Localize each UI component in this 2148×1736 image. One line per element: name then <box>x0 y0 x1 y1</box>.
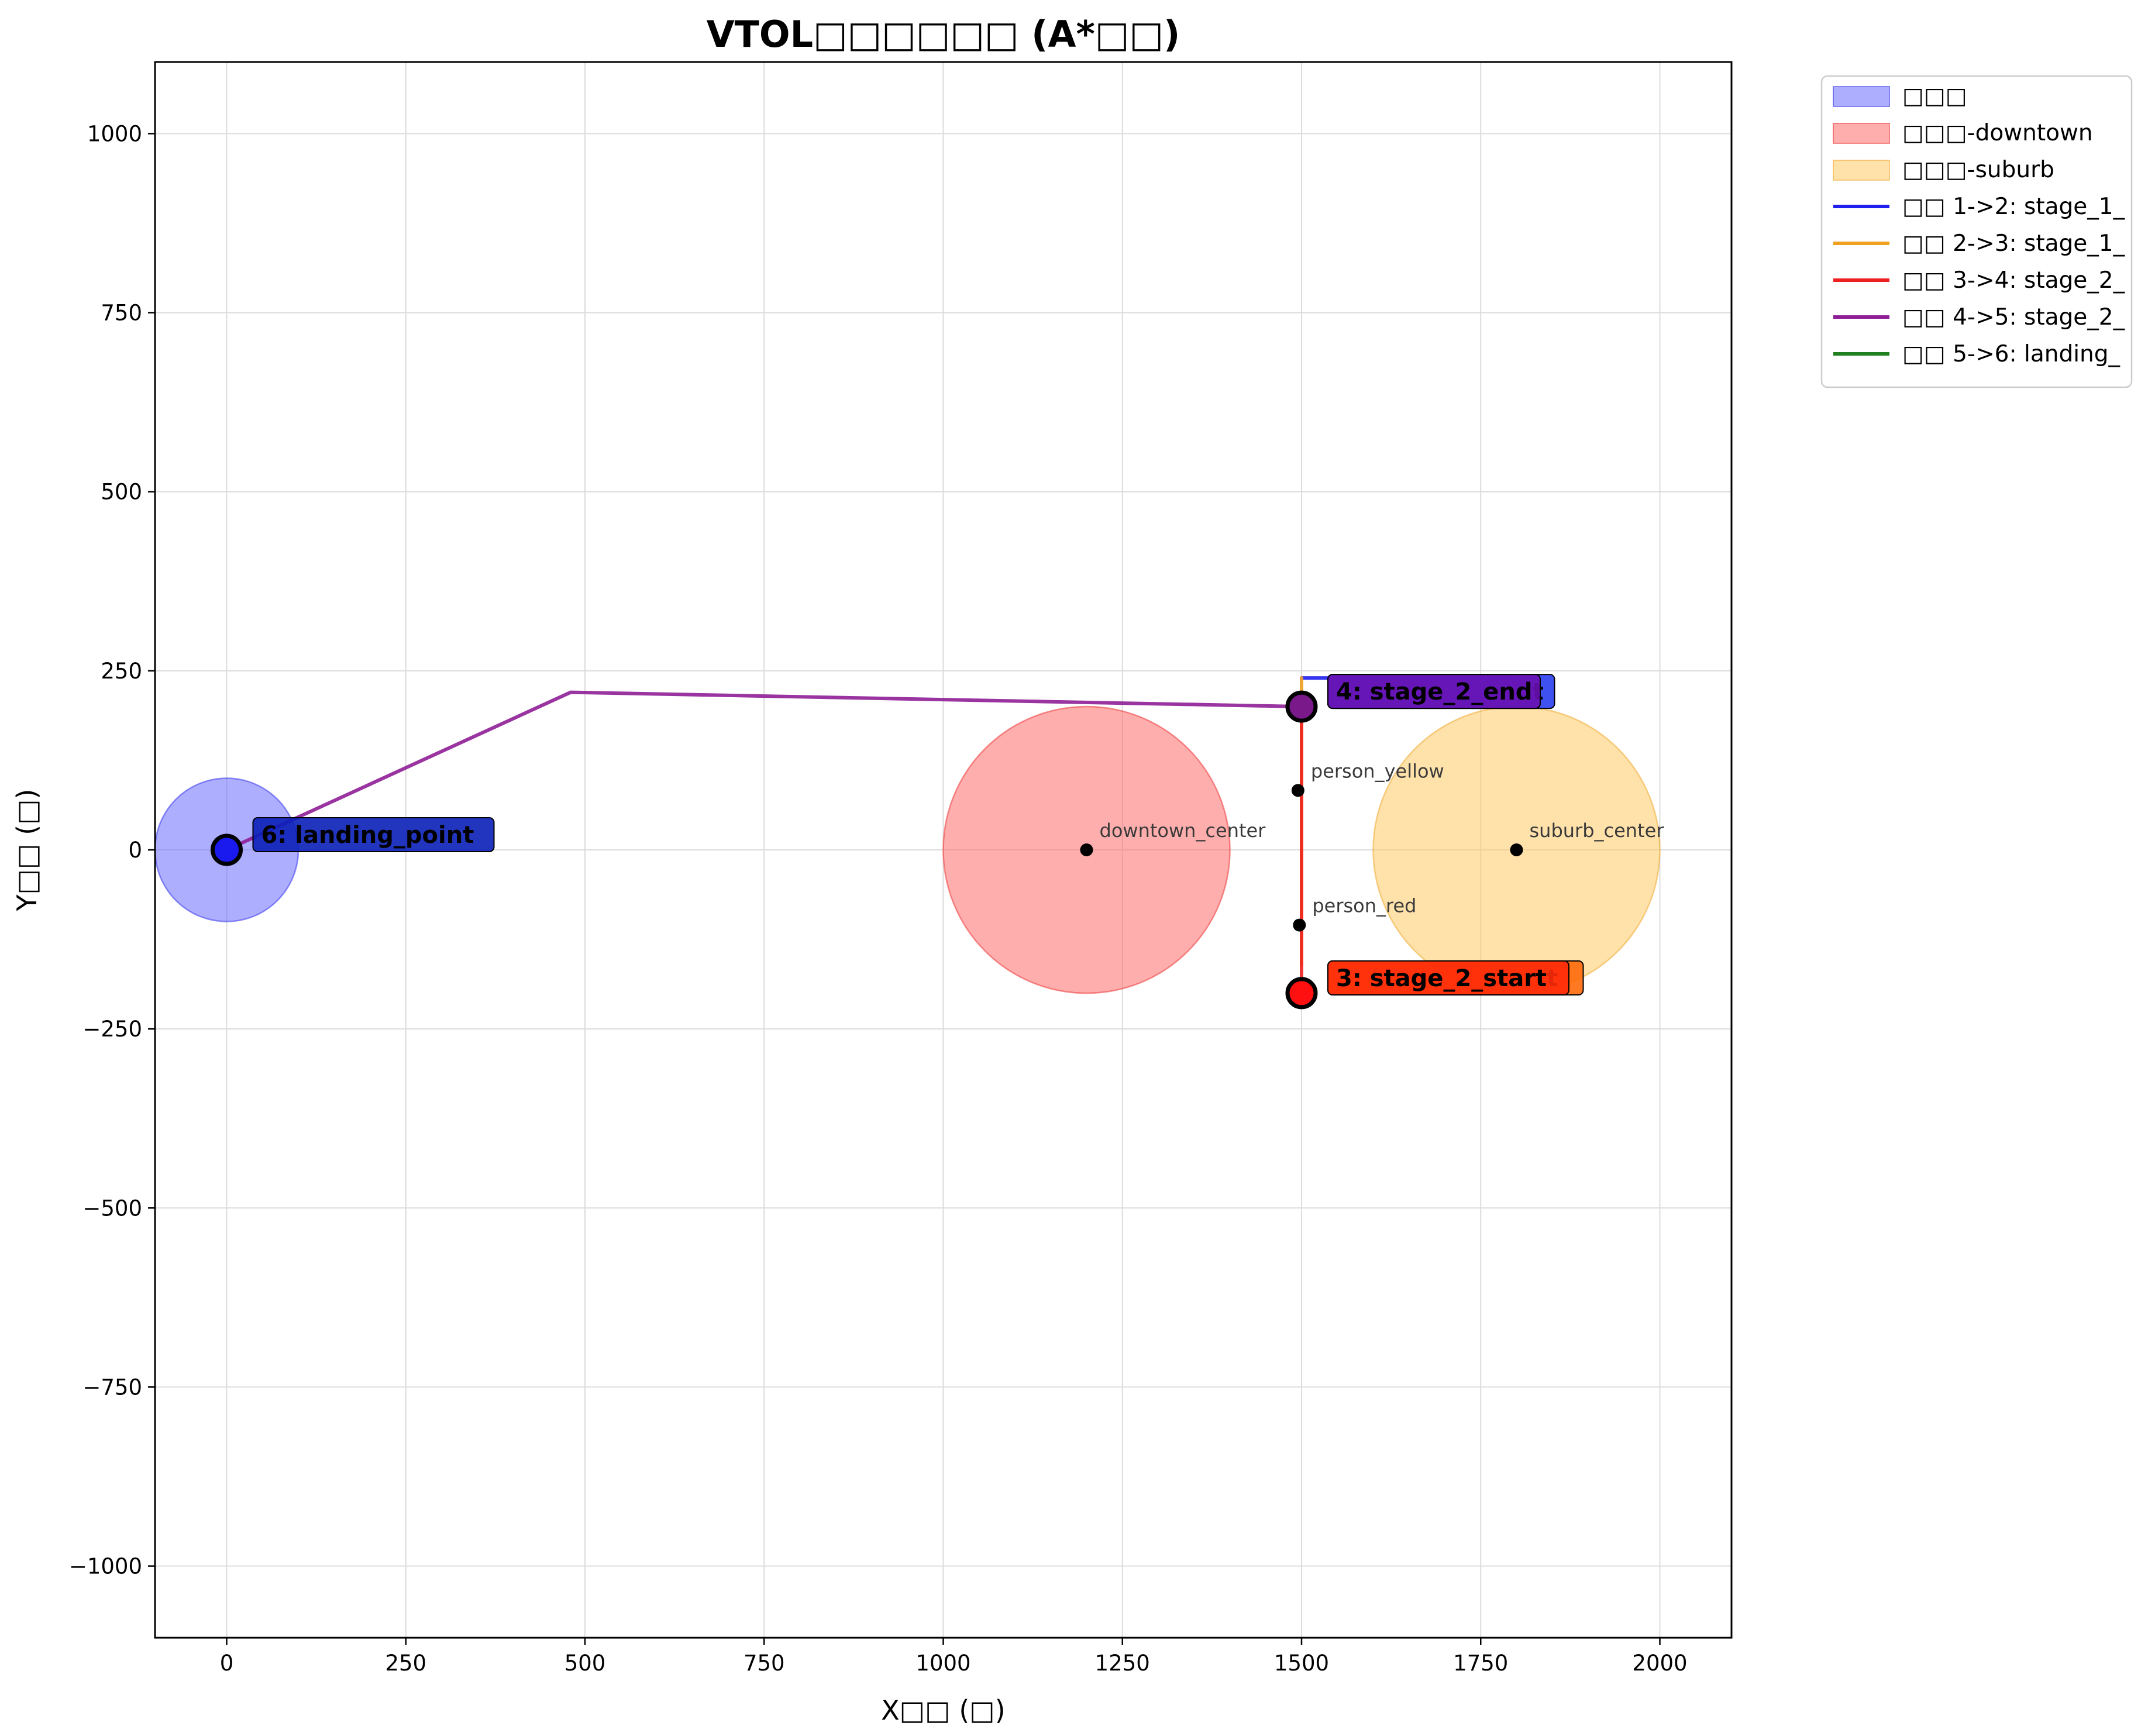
poi-marker <box>1510 843 1523 856</box>
waypoint-label: 6: landing_point <box>261 822 474 849</box>
legend-entry: □□ 2->3: stage_1_ <box>1902 230 2125 257</box>
legend: □□□ □□□-downtown □□□-suburb □□ 1->2: stage_… <box>1820 75 2133 388</box>
poi-label: downtown_center <box>1100 819 1266 842</box>
axis-ticks: 0 250 500 750 1000 1250 1500 1750 2000 −1000 −750 −… <box>69 121 1688 1676</box>
x-tick-label: 250 <box>385 1651 426 1676</box>
waypoint-marker <box>1285 690 1318 723</box>
legend-entry: □□□ <box>1902 83 1967 109</box>
y-tick-label: 1000 <box>87 121 142 146</box>
x-tick-label: 2000 <box>1632 1651 1687 1676</box>
legend-frame <box>1820 75 2133 388</box>
x-tick-label: 1750 <box>1453 1651 1508 1676</box>
waypoint-label: 3: stage_2_start <box>1336 965 1547 992</box>
y-tick-label: 500 <box>101 480 142 505</box>
x-tick-label: 500 <box>564 1651 606 1676</box>
points-of-interest: downtown_center suburb_center person_yello… <box>1080 760 1665 932</box>
legend-swatch <box>1833 123 1890 144</box>
y-axis-label: Y□□ (□) <box>11 789 43 912</box>
y-tick-label: −500 <box>82 1196 142 1221</box>
x-tick-label: 1000 <box>915 1651 970 1676</box>
poi-marker <box>1291 784 1304 797</box>
y-tick-label: 750 <box>101 301 142 326</box>
poi-label: person_yellow <box>1311 760 1444 782</box>
y-tick-label: −750 <box>82 1375 142 1400</box>
legend-swatch <box>1833 86 1890 107</box>
x-tick-label: 1250 <box>1095 1651 1150 1676</box>
poi-label: person_red <box>1312 895 1416 917</box>
legend-entry: □□ 5->6: landing_ <box>1902 341 2121 367</box>
y-tick-label: 250 <box>101 659 142 684</box>
y-tick-label: −1000 <box>69 1554 142 1579</box>
waypoint-label-box <box>1327 960 1569 996</box>
legend-entry: □□□-suburb <box>1902 157 2054 183</box>
legend-entry: □□ 1->2: stage_1_ <box>1902 194 2125 220</box>
poi-marker <box>1080 843 1093 856</box>
waypoint-marker <box>211 833 243 866</box>
waypoint-label: 4: stage_2_end <box>1336 678 1533 705</box>
legend-swatch <box>1833 160 1890 181</box>
y-tick-label: 0 <box>128 838 142 863</box>
legend-entry: □□ 3->4: stage_2_ <box>1902 267 2125 294</box>
x-axis-label: X□□ (□) <box>881 1694 1005 1726</box>
x-tick-label: 1500 <box>1274 1651 1329 1676</box>
waypoint-label-box <box>1327 674 1541 709</box>
poi-label: suburb_center <box>1530 819 1665 842</box>
legend-entry: □□□-downtown <box>1902 120 2093 146</box>
path-segment <box>225 690 1303 852</box>
y-tick-label: −250 <box>82 1017 142 1042</box>
x-tick-label: 750 <box>743 1651 785 1676</box>
waypoint-marker <box>1285 977 1318 1010</box>
legend-entry: □□ 4->5: stage_2_ <box>1902 304 2125 330</box>
poi-marker <box>1293 918 1306 932</box>
x-tick-label: 0 <box>220 1651 234 1676</box>
chart-title: VTOL□□□□□□ (A*□□) <box>707 13 1180 56</box>
waypoint-label-box <box>252 817 495 852</box>
